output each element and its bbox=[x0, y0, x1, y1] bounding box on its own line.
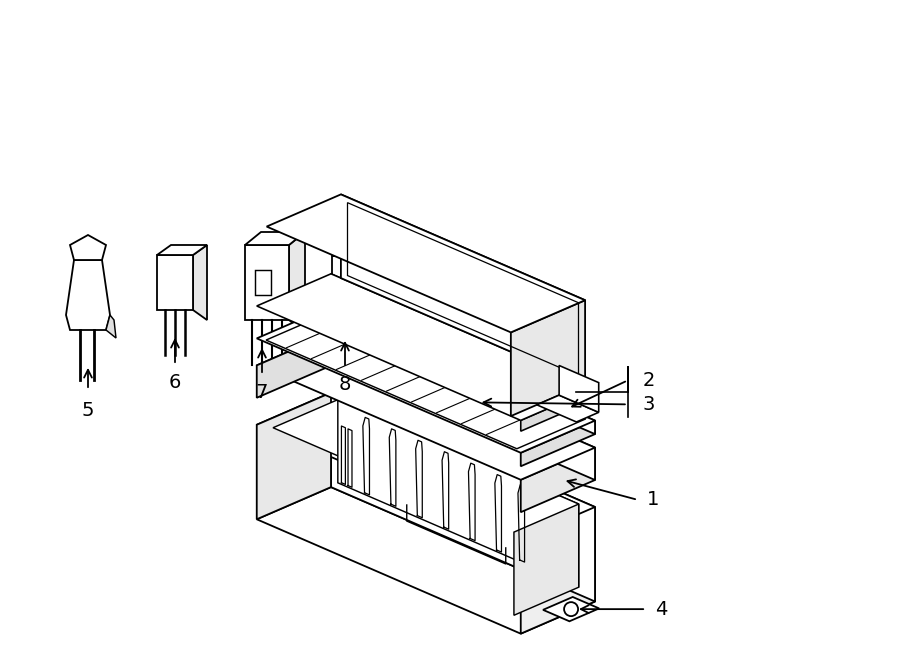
Polygon shape bbox=[486, 398, 495, 429]
Polygon shape bbox=[521, 447, 595, 512]
Text: 7: 7 bbox=[256, 383, 268, 401]
Polygon shape bbox=[511, 300, 585, 416]
Polygon shape bbox=[472, 373, 490, 408]
Polygon shape bbox=[256, 393, 331, 520]
Polygon shape bbox=[397, 332, 416, 384]
Circle shape bbox=[564, 602, 578, 616]
Polygon shape bbox=[70, 235, 106, 260]
Polygon shape bbox=[157, 255, 193, 310]
Text: 1: 1 bbox=[647, 490, 659, 510]
Text: 6: 6 bbox=[169, 373, 181, 391]
Polygon shape bbox=[559, 366, 598, 412]
Polygon shape bbox=[256, 333, 595, 480]
Polygon shape bbox=[423, 371, 448, 382]
Polygon shape bbox=[441, 364, 466, 374]
Polygon shape bbox=[289, 232, 305, 333]
Polygon shape bbox=[464, 373, 490, 385]
Polygon shape bbox=[463, 388, 472, 419]
Text: 2: 2 bbox=[643, 371, 655, 390]
Polygon shape bbox=[255, 270, 271, 295]
Polygon shape bbox=[256, 333, 331, 398]
Text: 8: 8 bbox=[338, 375, 351, 395]
Polygon shape bbox=[470, 391, 495, 402]
Polygon shape bbox=[245, 245, 289, 320]
Polygon shape bbox=[338, 400, 579, 587]
Polygon shape bbox=[450, 364, 466, 398]
Polygon shape bbox=[374, 323, 392, 374]
Text: 5: 5 bbox=[82, 401, 94, 420]
Polygon shape bbox=[273, 400, 579, 532]
Polygon shape bbox=[440, 378, 448, 409]
Polygon shape bbox=[331, 333, 595, 480]
Polygon shape bbox=[543, 597, 599, 621]
Polygon shape bbox=[496, 383, 512, 418]
Polygon shape bbox=[432, 371, 448, 405]
Polygon shape bbox=[406, 340, 416, 388]
Polygon shape bbox=[382, 330, 392, 378]
Polygon shape bbox=[331, 393, 595, 602]
Polygon shape bbox=[331, 350, 364, 380]
Polygon shape bbox=[351, 313, 369, 364]
Polygon shape bbox=[328, 303, 346, 354]
Polygon shape bbox=[256, 393, 595, 539]
Polygon shape bbox=[514, 504, 579, 615]
Polygon shape bbox=[256, 487, 595, 634]
Polygon shape bbox=[360, 321, 369, 368]
Polygon shape bbox=[481, 381, 490, 411]
Polygon shape bbox=[331, 274, 595, 399]
Text: 4: 4 bbox=[655, 600, 667, 619]
Text: 3: 3 bbox=[643, 395, 655, 414]
Polygon shape bbox=[245, 232, 305, 245]
Polygon shape bbox=[66, 260, 110, 330]
Polygon shape bbox=[455, 381, 472, 415]
Polygon shape bbox=[504, 391, 512, 422]
Polygon shape bbox=[256, 274, 595, 420]
Polygon shape bbox=[388, 332, 416, 345]
Polygon shape bbox=[193, 245, 207, 320]
Polygon shape bbox=[319, 303, 346, 315]
Polygon shape bbox=[337, 311, 347, 358]
Polygon shape bbox=[521, 420, 595, 466]
Polygon shape bbox=[368, 246, 380, 328]
Polygon shape bbox=[457, 371, 466, 401]
Polygon shape bbox=[256, 306, 595, 453]
Polygon shape bbox=[331, 306, 595, 434]
Polygon shape bbox=[341, 194, 585, 384]
Polygon shape bbox=[332, 246, 380, 256]
Polygon shape bbox=[332, 256, 368, 318]
Polygon shape bbox=[521, 388, 595, 431]
Polygon shape bbox=[521, 507, 595, 634]
Polygon shape bbox=[266, 194, 585, 332]
Polygon shape bbox=[446, 381, 472, 392]
Polygon shape bbox=[478, 391, 495, 425]
Polygon shape bbox=[157, 245, 207, 255]
Polygon shape bbox=[106, 315, 116, 338]
Polygon shape bbox=[342, 313, 369, 325]
Polygon shape bbox=[364, 323, 392, 334]
Polygon shape bbox=[536, 395, 598, 422]
Polygon shape bbox=[487, 383, 512, 395]
